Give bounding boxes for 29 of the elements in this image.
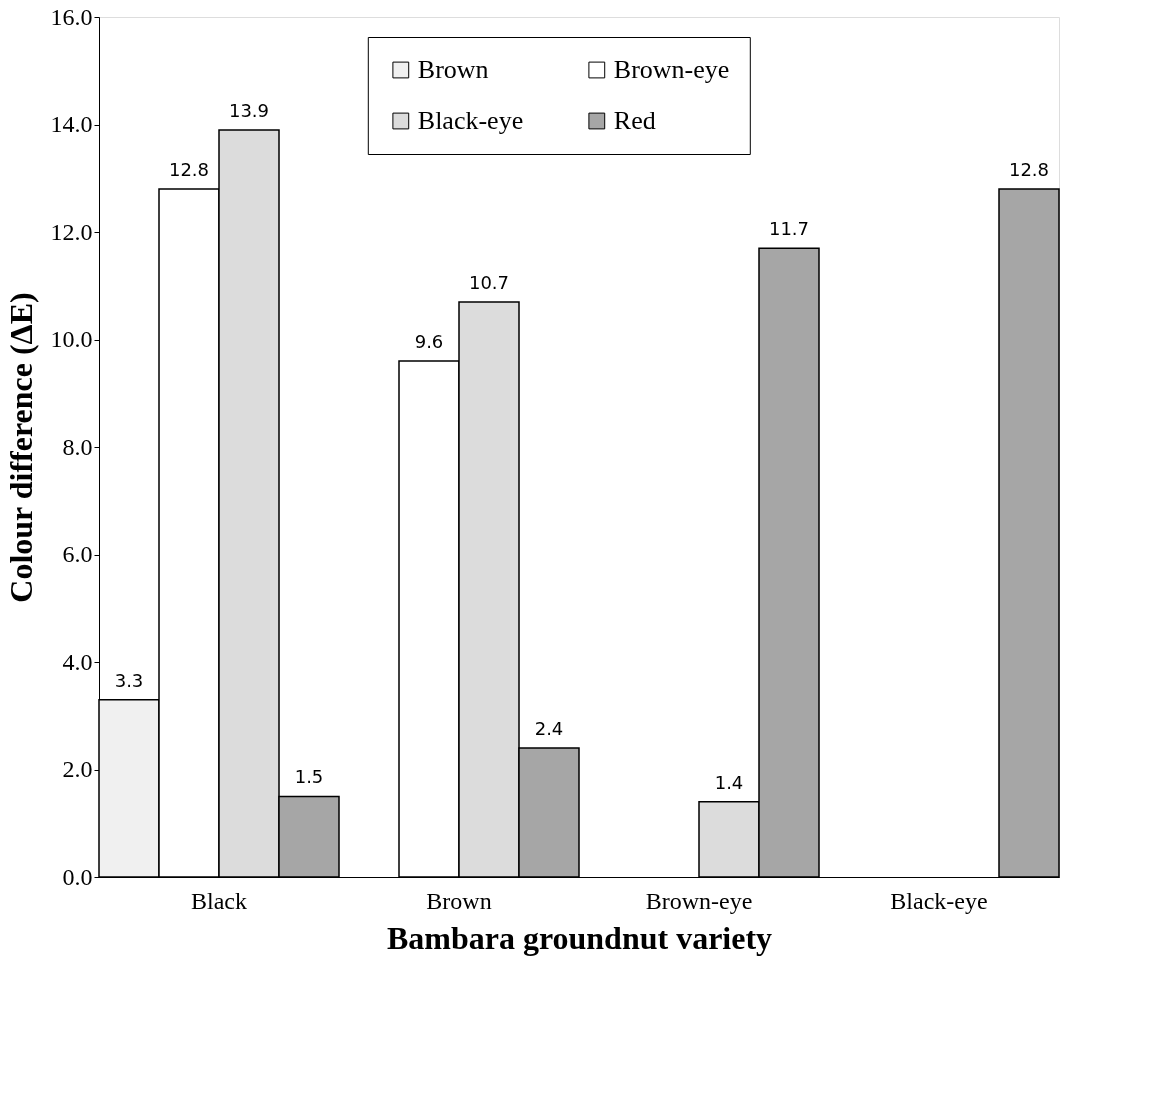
y-tick-label: 2.0 bbox=[62, 756, 93, 782]
x-tick-label: Black bbox=[191, 887, 247, 914]
y-tick-label: 14.0 bbox=[50, 111, 93, 137]
legend-label: Black-eye bbox=[417, 106, 524, 135]
legend-label: Brown-eye bbox=[613, 55, 730, 84]
x-axis-title: Bambara groundnut variety bbox=[386, 919, 773, 956]
y-tick-label: 6.0 bbox=[62, 541, 93, 567]
y-tick-label: 10.0 bbox=[50, 326, 93, 352]
data-label: 9.6 bbox=[414, 331, 444, 352]
y-tick-label: 8.0 bbox=[62, 433, 93, 460]
legend-label: Brown bbox=[417, 55, 489, 84]
data-label: 12.8 bbox=[1008, 159, 1050, 180]
x-tick-label: Black-eye bbox=[890, 887, 988, 914]
y-tick-label: 4.0 bbox=[62, 648, 93, 675]
data-label: 3.3 bbox=[114, 669, 144, 691]
data-label: 10.7 bbox=[468, 271, 510, 293]
data-label: 13.9 bbox=[228, 99, 270, 121]
data-label: 1.4 bbox=[714, 771, 744, 793]
data-label: 2.4 bbox=[534, 718, 564, 739]
x-tick-label: Brown bbox=[426, 887, 492, 914]
y-tick-label: 16.0 bbox=[50, 3, 93, 30]
y-axis-title: Colour difference (ΔE) bbox=[2, 292, 39, 603]
y-tick-label: 12.0 bbox=[50, 218, 93, 245]
legend-label: Red bbox=[613, 106, 656, 135]
data-label: 12.8 bbox=[168, 159, 210, 180]
x-tick-label: Brown-eye bbox=[645, 887, 753, 914]
data-label: 11.7 bbox=[768, 218, 810, 240]
data-label: 1.5 bbox=[294, 766, 324, 788]
y-tick-label: 0.0 bbox=[62, 863, 93, 890]
